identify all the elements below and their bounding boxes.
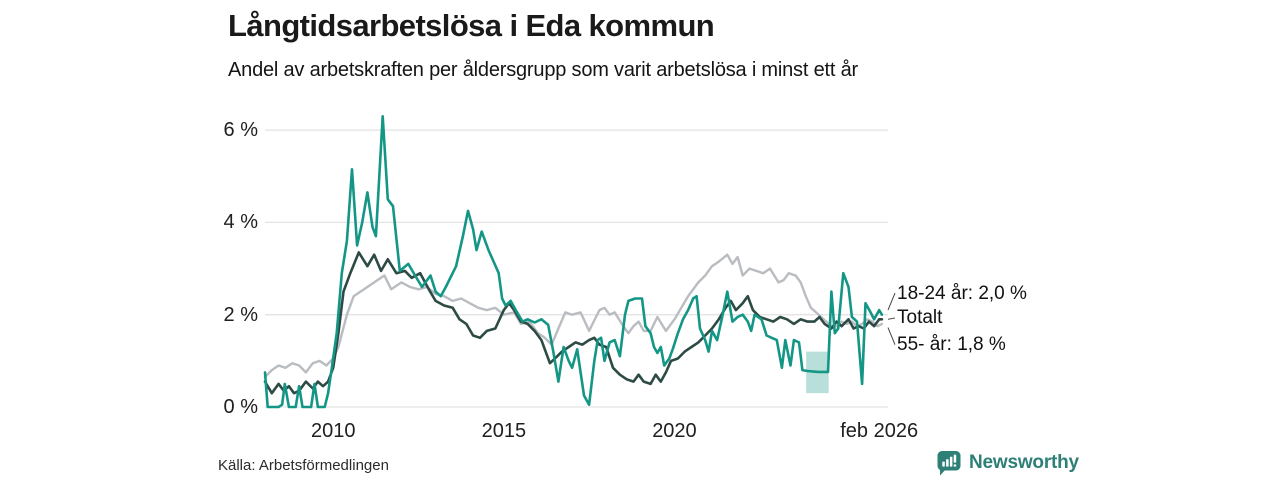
annotation-connector <box>887 327 896 345</box>
series-end-label: Totalt <box>897 307 943 329</box>
y-tick-label: 2 % <box>223 303 258 326</box>
x-tick-label: feb 2026 <box>840 420 919 442</box>
line-18-24-r <box>263 115 884 409</box>
source-note: Källa: Arbetsförmedlingen <box>218 457 389 474</box>
brand-logo: Newsworthy <box>936 450 1079 476</box>
annotation-connector <box>887 292 896 311</box>
brand-name: Newsworthy <box>969 452 1079 473</box>
page-title: Långtidsarbetslösa i Eda kommun <box>228 8 715 43</box>
x-tick-label: 2020 <box>652 420 697 442</box>
newsworthy-icon <box>937 451 961 476</box>
y-tick-label: 4 % <box>223 211 258 234</box>
x-tick-label: 2010 <box>310 420 356 442</box>
line-totalt <box>263 251 884 395</box>
y-tick-label: 0 % <box>223 396 258 418</box>
line-55-r <box>263 253 884 379</box>
annotation-connector <box>887 317 896 320</box>
y-tick-label: 6 % <box>223 119 258 142</box>
page-subtitle: Andel av arbetskraften per åldersgrupp s… <box>228 59 858 81</box>
series-end-label: 55- år: 1,8 % <box>897 334 1006 356</box>
x-tick-label: 2015 <box>481 420 527 442</box>
series-end-label: 18-24 år: 2,0 % <box>897 282 1027 304</box>
